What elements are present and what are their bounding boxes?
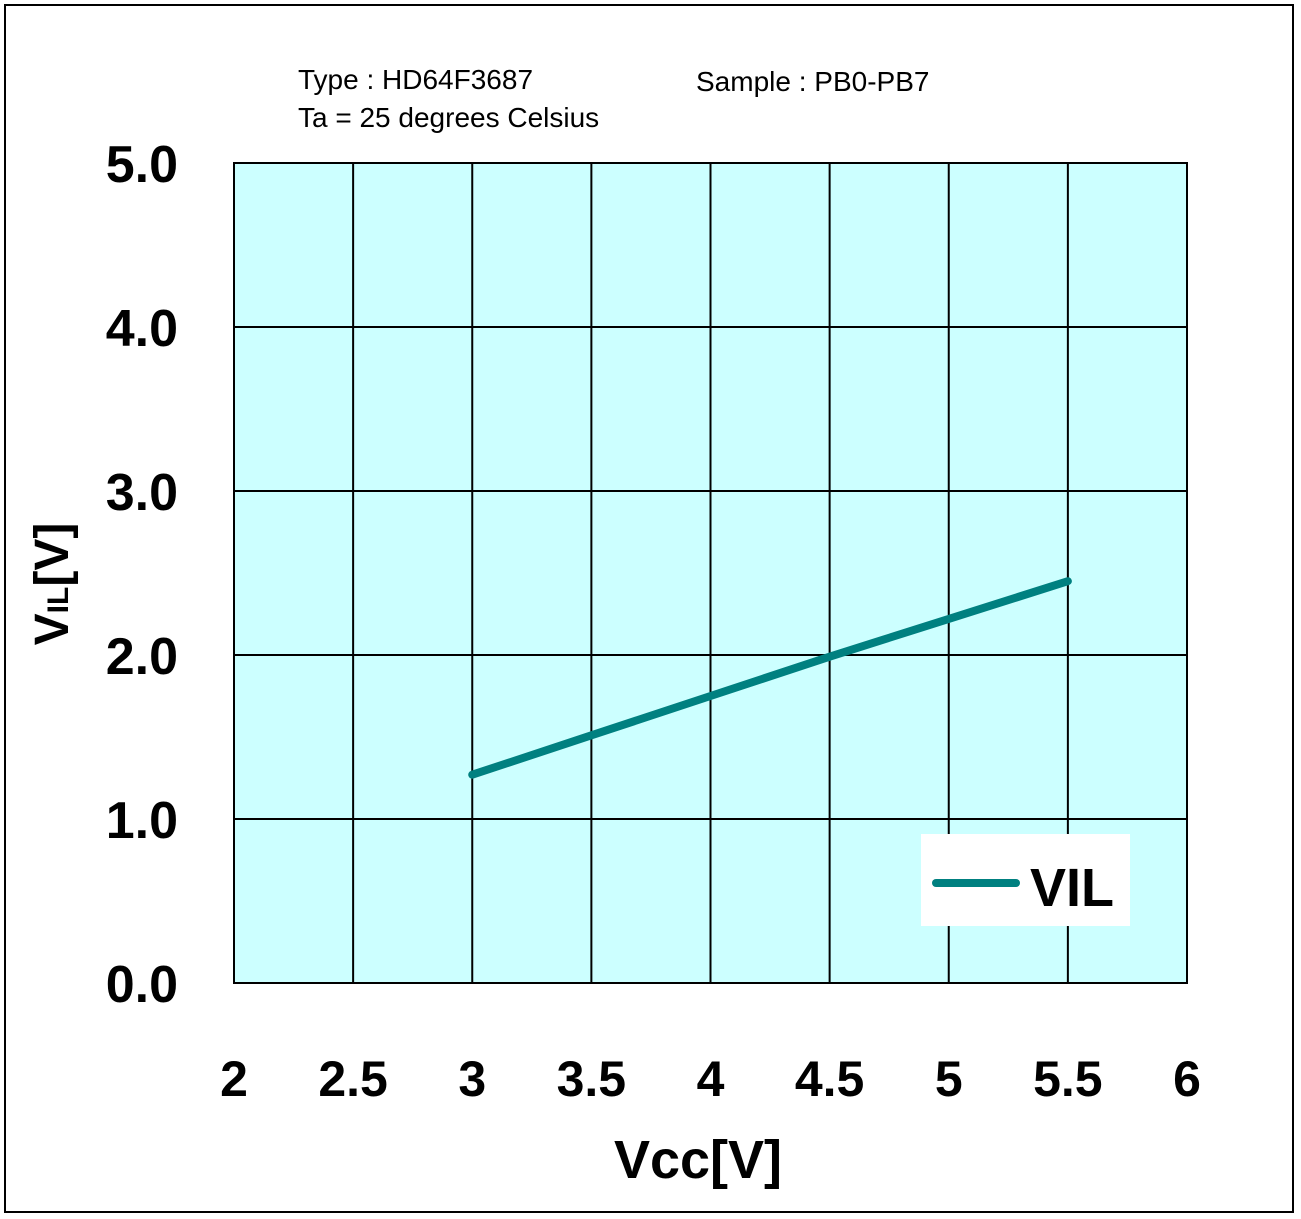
y-tick-labels: 0.0 1.0 2.0 3.0 4.0 5.0 (106, 136, 178, 1014)
sample-label: Sample : PB0-PB7 (696, 66, 930, 97)
y-axis-label-main: V (26, 613, 79, 645)
x-tick-label: 4 (697, 1051, 725, 1107)
x-tick-label: 3 (458, 1051, 486, 1107)
chart-frame (4, 4, 1294, 1213)
y-tick-label: 2.0 (106, 628, 178, 686)
y-axis-label-sub: IL (42, 587, 75, 614)
x-tick-label: 6 (1173, 1051, 1201, 1107)
y-axis-label: VIL[V] (26, 523, 79, 646)
y-tick-label: 1.0 (106, 792, 178, 850)
device-type-label: Type : HD64F3687 (298, 64, 534, 95)
x-tick-label: 2 (220, 1051, 248, 1107)
y-tick-label: 4.0 (106, 300, 178, 358)
y-tick-label: 3.0 (106, 464, 178, 522)
series-layer (468, 577, 1072, 779)
x-tick-label: 5 (935, 1051, 963, 1107)
temperature-label: Ta = 25 degrees Celsius (298, 102, 600, 133)
legend-label: VIL (1030, 858, 1114, 918)
x-tick-label: 5.5 (1033, 1051, 1103, 1107)
x-tick-label: 4.5 (795, 1051, 865, 1107)
x-tick-label: 3.5 (557, 1051, 627, 1107)
x-tick-labels: 2 2.5 3 3.5 4 4.5 5 5.5 6 (220, 1051, 1201, 1107)
x-axis-label: Vcc[V] (614, 1130, 782, 1190)
grid-lines (233, 162, 1188, 984)
y-tick-label: 5.0 (106, 136, 178, 194)
y-axis-label-unit: [V] (26, 523, 79, 587)
y-tick-label: 0.0 (106, 956, 178, 1014)
series-line-vil (468, 577, 1072, 779)
legend: VIL (921, 834, 1130, 926)
x-tick-label: 2.5 (318, 1051, 388, 1107)
